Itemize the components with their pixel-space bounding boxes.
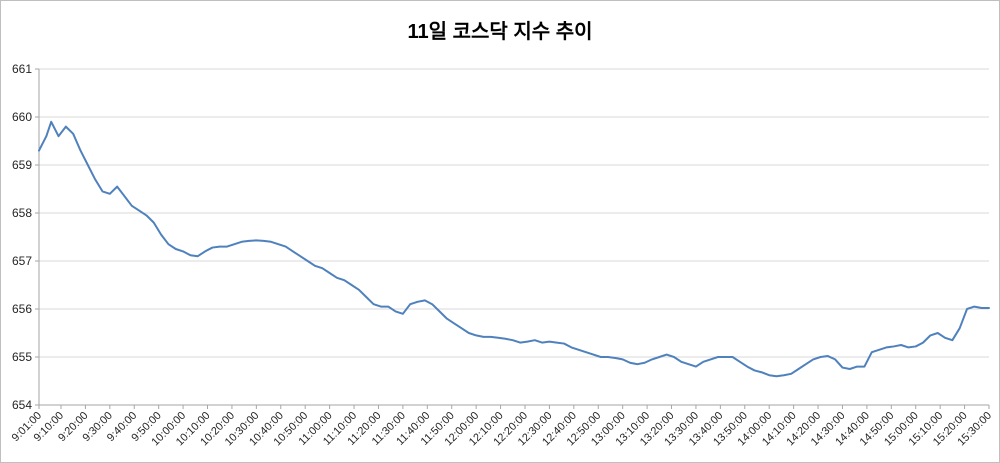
y-axis-labels: 654 655 656 657 658 659 660 661	[12, 62, 39, 412]
y-tick-label: 660	[12, 110, 32, 124]
axes	[38, 69, 989, 406]
chart-title: 11일 코스닥 지수 추이	[407, 21, 593, 43]
y-tick-label: 658	[12, 206, 32, 220]
y-tick-label: 655	[12, 350, 32, 364]
series-line	[38, 120, 990, 378]
line-chart: 654 655 656 657 658 659 660 661 9:01:009:10:009:…	[10, 62, 994, 448]
y-tick-label: 657	[12, 254, 32, 268]
gridlines	[39, 68, 989, 406]
y-tick-label: 661	[12, 62, 32, 76]
y-tick-label: 654	[12, 398, 32, 412]
y-tick-label: 659	[12, 158, 32, 172]
x-axis-labels: 9:01:009:10:009:20:009:30:009:40:009:50:…	[10, 405, 994, 448]
y-tick-label: 656	[12, 302, 32, 316]
